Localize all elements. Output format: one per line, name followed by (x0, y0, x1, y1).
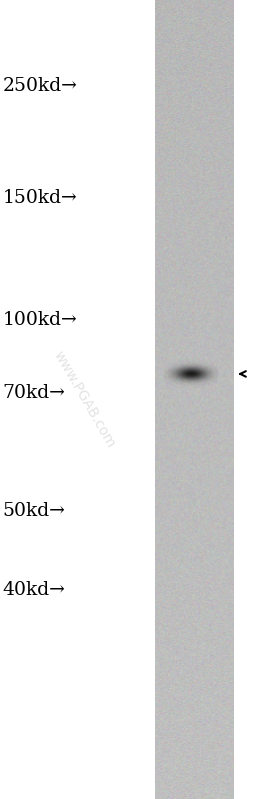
Text: 40kd→: 40kd→ (3, 581, 66, 598)
Text: 250kd→: 250kd→ (3, 78, 78, 95)
Text: 100kd→: 100kd→ (3, 311, 78, 328)
Text: 150kd→: 150kd→ (3, 189, 78, 207)
Text: www.PGAB.com: www.PGAB.com (51, 348, 117, 451)
Text: 70kd→: 70kd→ (3, 384, 66, 402)
Text: 50kd→: 50kd→ (3, 503, 66, 520)
